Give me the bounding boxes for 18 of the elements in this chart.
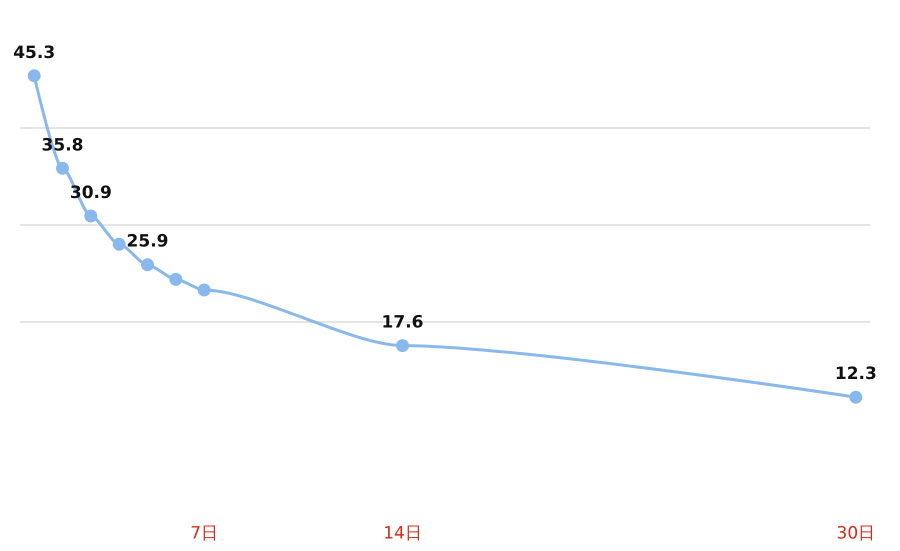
data-label: 30.9 [70, 183, 112, 204]
point [396, 339, 409, 352]
data-label: 17.6 [382, 312, 424, 333]
point [56, 162, 69, 175]
point [28, 69, 41, 82]
data-label: 35.8 [42, 135, 84, 156]
point [198, 284, 211, 297]
point [112, 238, 126, 251]
x-tick-label: 7日 [190, 524, 218, 544]
point [84, 210, 98, 223]
point [849, 390, 862, 404]
x-tick-label: 14日 [383, 524, 422, 544]
data-label: 12.3 [834, 364, 877, 384]
x-tick-label: 30日 [836, 524, 876, 544]
data-label: 45.3 [13, 42, 56, 63]
data-label: 25.9 [126, 232, 168, 252]
point [169, 272, 182, 286]
point [141, 258, 154, 272]
